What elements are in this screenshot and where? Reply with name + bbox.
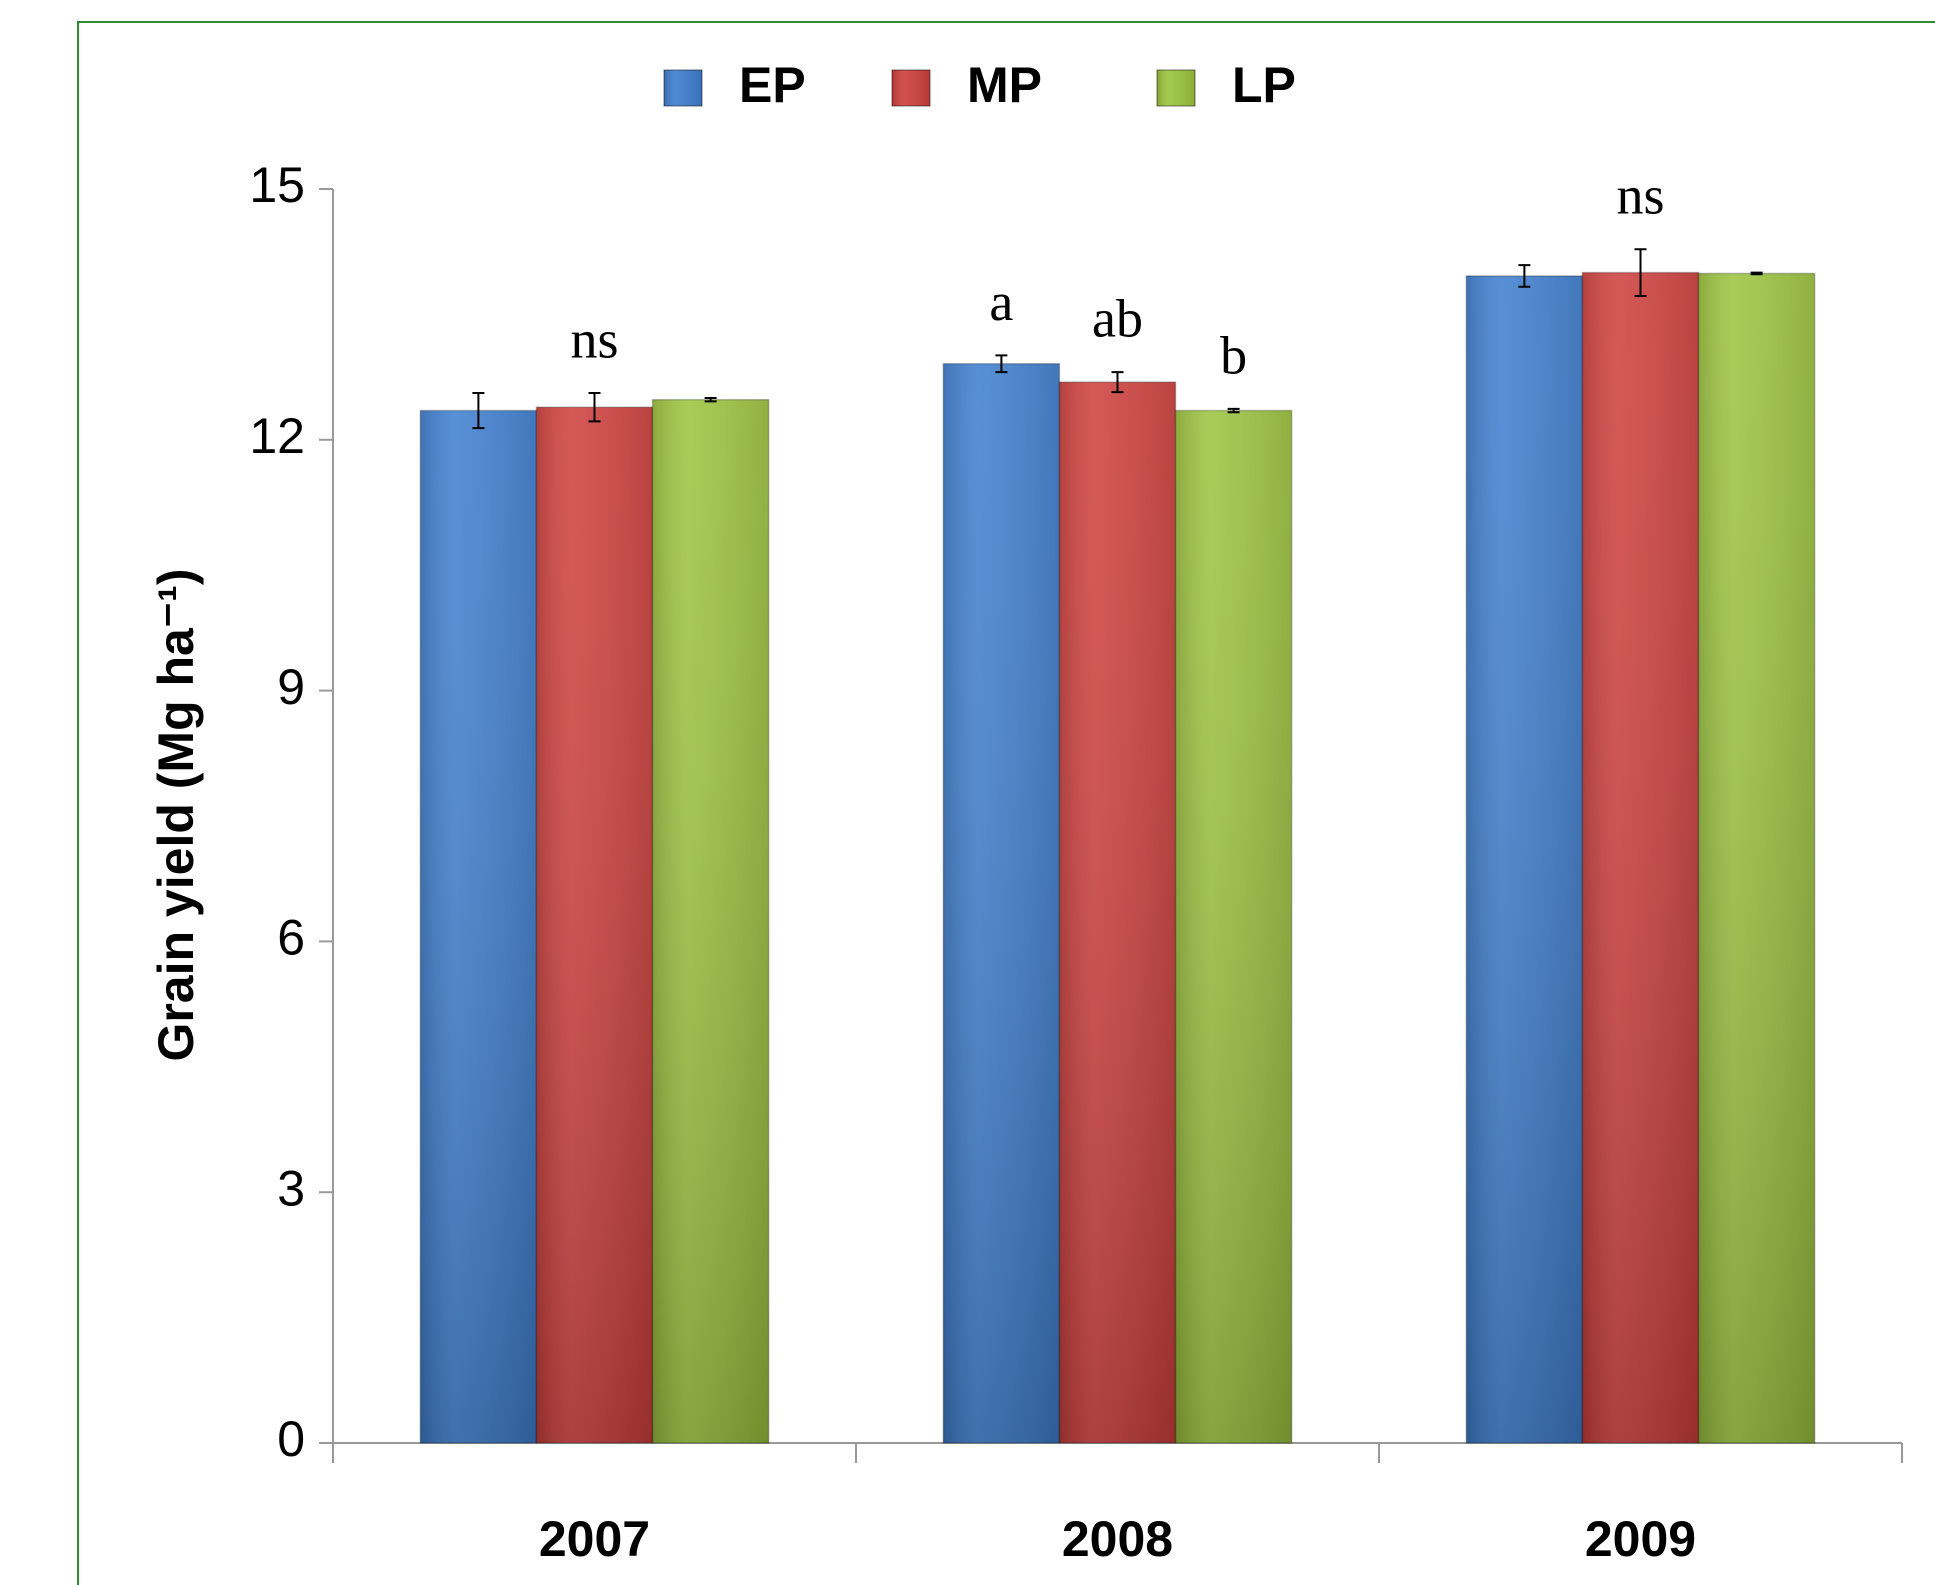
legend-label: LP — [1232, 57, 1296, 113]
y-tick-label: 9 — [277, 659, 305, 715]
error-bar — [1518, 264, 1531, 288]
significance-letter: b — [1220, 325, 1247, 385]
bar-shade — [1175, 410, 1292, 1443]
legend-label: EP — [739, 57, 806, 113]
error-bar — [995, 354, 1008, 374]
error-bar — [704, 397, 717, 403]
error-bar — [1750, 271, 1763, 276]
bar-shade — [1582, 272, 1699, 1444]
significance-letter: ns — [1616, 166, 1664, 226]
bar-shade — [943, 363, 1060, 1443]
error-bar — [588, 391, 601, 423]
y-axis-label: Grain yield (Mg ha⁻¹) — [148, 568, 204, 1061]
x-tick-label: 2009 — [1585, 1511, 1696, 1567]
error-bar — [472, 391, 485, 430]
legend-label: MP — [967, 57, 1042, 113]
bar-shade — [652, 399, 769, 1443]
significance-letter: a — [989, 272, 1013, 332]
legend-shade — [664, 70, 702, 106]
significance-letter: ns — [570, 309, 618, 369]
error-bar — [1227, 407, 1240, 414]
bar-shade — [1059, 382, 1176, 1444]
y-tick-label: 0 — [277, 1411, 305, 1467]
bar-shade — [1698, 273, 1815, 1443]
x-tick-label: 2007 — [539, 1511, 650, 1567]
bar-shade — [536, 407, 653, 1443]
x-tick-label: 2008 — [1062, 1511, 1173, 1567]
bar-shade — [1466, 275, 1583, 1444]
significance-letter: ab — [1092, 288, 1143, 348]
y-tick-label: 15 — [249, 157, 305, 213]
frame — [77, 21, 1935, 1585]
y-tick-label: 3 — [277, 1160, 305, 1216]
y-tick-label: 6 — [277, 910, 305, 966]
error-bar — [1634, 248, 1647, 298]
legend-shade — [1157, 70, 1195, 106]
bar-shade — [420, 410, 537, 1443]
legend-shade — [892, 70, 930, 106]
y-tick-label: 12 — [249, 408, 305, 464]
error-bar — [1111, 371, 1124, 394]
